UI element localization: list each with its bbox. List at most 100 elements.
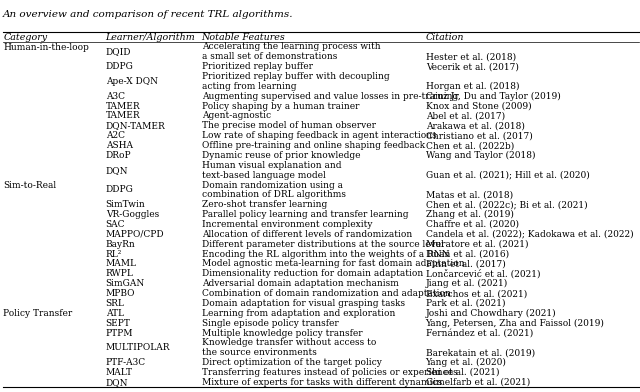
Text: MALT: MALT	[106, 368, 132, 377]
Text: Chaffre et al. (2020): Chaffre et al. (2020)	[426, 220, 518, 229]
Text: Vecerik et al. (2017): Vecerik et al. (2017)	[426, 62, 518, 71]
Text: Agent-agnostic: Agent-agnostic	[202, 111, 271, 120]
Text: An overview and comparison of recent TRL algorithms.: An overview and comparison of recent TRL…	[3, 10, 294, 19]
Text: DQID: DQID	[106, 47, 131, 56]
Text: Chen et al. (2022c); Bi et al. (2021): Chen et al. (2022c); Bi et al. (2021)	[426, 200, 588, 209]
Text: MAML: MAML	[106, 260, 136, 269]
Text: a small set of demonstrations: a small set of demonstrations	[202, 52, 337, 61]
Text: Knox and Stone (2009): Knox and Stone (2009)	[426, 102, 531, 111]
Text: Learner/Algorithm: Learner/Algorithm	[106, 33, 195, 42]
Text: Multiple knowledge policy transfer: Multiple knowledge policy transfer	[202, 328, 362, 338]
Text: Single episode policy transfer: Single episode policy transfer	[202, 319, 339, 328]
Text: Duan et al. (2016): Duan et al. (2016)	[426, 250, 509, 259]
Text: Jiang et al. (2021): Jiang et al. (2021)	[426, 279, 508, 288]
Text: Ape-X DQN: Ape-X DQN	[106, 77, 157, 86]
Text: SAC: SAC	[106, 220, 125, 229]
Text: SimGAN: SimGAN	[106, 279, 145, 288]
Text: Muratore et al. (2021): Muratore et al. (2021)	[426, 240, 528, 249]
Text: MAPPO/CPD: MAPPO/CPD	[106, 230, 164, 239]
Text: DRoP: DRoP	[106, 151, 131, 160]
Text: Joshi and Chowdhary (2021): Joshi and Chowdhary (2021)	[426, 309, 556, 318]
Text: Finn et al. (2017): Finn et al. (2017)	[426, 260, 506, 269]
Text: Combination of domain randomization and adaptation: Combination of domain randomization and …	[202, 289, 451, 298]
Text: ATL: ATL	[106, 309, 124, 318]
Text: Allocation of different levels of randomization: Allocation of different levels of random…	[202, 230, 412, 239]
Text: RWPL: RWPL	[106, 269, 134, 278]
Text: BayRn: BayRn	[106, 240, 135, 249]
Text: Abel et al. (2017): Abel et al. (2017)	[426, 111, 505, 120]
Text: Zero-shot transfer learning: Zero-shot transfer learning	[202, 200, 327, 209]
Text: DDPG: DDPG	[106, 62, 134, 71]
Text: Adversarial domain adaptation mechanism: Adversarial domain adaptation mechanism	[202, 279, 399, 288]
Text: Citation: Citation	[426, 33, 464, 42]
Text: the source environments: the source environments	[202, 348, 316, 357]
Text: TAMER: TAMER	[106, 102, 140, 111]
Text: Domain randomization using a: Domain randomization using a	[202, 181, 342, 190]
Text: Prioritized replay buffer: Prioritized replay buffer	[202, 62, 312, 71]
Text: The precise model of human observer: The precise model of human observer	[202, 122, 376, 131]
Text: Augmenting supervised and value losses in pre-training: Augmenting supervised and value losses i…	[202, 92, 458, 101]
Text: DQN-TAMER: DQN-TAMER	[106, 122, 165, 131]
Text: Sim-to-Real: Sim-to-Real	[3, 181, 56, 190]
Text: Policy Transfer: Policy Transfer	[3, 309, 72, 318]
Text: MPBO: MPBO	[106, 289, 135, 298]
Text: Accelerating the learning process with: Accelerating the learning process with	[202, 42, 380, 51]
Text: Prioritized replay buffer with decoupling: Prioritized replay buffer with decouplin…	[202, 72, 389, 81]
Text: Transferring features instead of policies or experiences: Transferring features instead of policie…	[202, 368, 458, 377]
Text: Offline pre-training and online shaping feedback: Offline pre-training and online shaping …	[202, 141, 425, 150]
Text: Shi et al. (2021): Shi et al. (2021)	[426, 368, 499, 377]
Text: SEPT: SEPT	[106, 319, 131, 328]
Text: Encoding the RL algorithm into the weights of a RNN: Encoding the RL algorithm into the weigh…	[202, 250, 449, 259]
Text: Learning from adaptation and exploration: Learning from adaptation and exploration	[202, 309, 395, 318]
Text: RL²: RL²	[106, 250, 122, 259]
Text: Candela et al. (2022); Kadokawa et al. (2022): Candela et al. (2022); Kadokawa et al. (…	[426, 230, 633, 239]
Text: Dynamic reuse of prior knowledge: Dynamic reuse of prior knowledge	[202, 151, 360, 160]
Text: PTPM: PTPM	[106, 328, 133, 338]
Text: Different parameter distributions at the source level: Different parameter distributions at the…	[202, 240, 444, 249]
Text: A3C: A3C	[106, 92, 125, 101]
Text: acting from learning: acting from learning	[202, 82, 296, 91]
Text: Guan et al. (2021); Hill et al. (2020): Guan et al. (2021); Hill et al. (2020)	[426, 171, 589, 180]
Text: Yang et al. (2020): Yang et al. (2020)	[426, 358, 506, 367]
Text: Zhang et al. (2019): Zhang et al. (2019)	[426, 210, 513, 219]
Text: Knowledge transfer without access to: Knowledge transfer without access to	[202, 338, 376, 347]
Text: combination of DRL algorithms: combination of DRL algorithms	[202, 191, 346, 200]
Text: text-based language model: text-based language model	[202, 171, 325, 180]
Text: PTF-A3C: PTF-A3C	[106, 358, 146, 367]
Text: Domain adaptation for visual grasping tasks: Domain adaptation for visual grasping ta…	[202, 299, 404, 308]
Text: Christiano et al. (2017): Christiano et al. (2017)	[426, 131, 532, 140]
Text: Category: Category	[3, 33, 47, 42]
Text: Yang, Petersen, Zha and Faissol (2019): Yang, Petersen, Zha and Faissol (2019)	[426, 319, 604, 328]
Text: MULTIPOLAR: MULTIPOLAR	[106, 343, 170, 352]
Text: Policy shaping by a human trainer: Policy shaping by a human trainer	[202, 102, 359, 111]
Text: TAMER: TAMER	[106, 111, 140, 120]
Text: Fernández et al. (2021): Fernández et al. (2021)	[426, 328, 533, 338]
Text: Lončarcеvić et al. (2021): Lončarcеvić et al. (2021)	[426, 269, 540, 279]
Text: DQN: DQN	[106, 378, 128, 387]
Text: Low rate of shaping feedback in agent interactions: Low rate of shaping feedback in agent in…	[202, 131, 436, 140]
Text: Gimelfarb et al. (2021): Gimelfarb et al. (2021)	[426, 378, 530, 387]
Text: Human-in-the-loop: Human-in-the-loop	[3, 43, 89, 52]
Text: Human visual explanation and: Human visual explanation and	[202, 161, 341, 170]
Text: DQN: DQN	[106, 166, 128, 175]
Text: Hester et al. (2018): Hester et al. (2018)	[426, 52, 516, 61]
Text: A2C: A2C	[106, 131, 125, 140]
Text: Chen et al. (2022b): Chen et al. (2022b)	[426, 141, 514, 150]
Text: Arakawa et al. (2018): Arakawa et al. (2018)	[426, 122, 524, 131]
Text: Model agnostic meta-learning for fast domain adaptation: Model agnostic meta-learning for fast do…	[202, 260, 464, 269]
Text: Dimensionality reduction for domain adaptation: Dimensionality reduction for domain adap…	[202, 269, 423, 278]
Text: Barekatain et al. (2019): Barekatain et al. (2019)	[426, 348, 535, 357]
Text: Cruz Jr, Du and Taylor (2019): Cruz Jr, Du and Taylor (2019)	[426, 92, 561, 101]
Text: Incremental environment complexity: Incremental environment complexity	[202, 220, 372, 229]
Text: DDPG: DDPG	[106, 185, 134, 194]
Text: Parallel policy learning and transfer learning: Parallel policy learning and transfer le…	[202, 210, 408, 219]
Text: VR-Goggles: VR-Goggles	[106, 210, 159, 219]
Text: ASHA: ASHA	[106, 141, 132, 150]
Text: SRL: SRL	[106, 299, 124, 308]
Text: Park et al. (2021): Park et al. (2021)	[426, 299, 505, 308]
Text: SimTwin: SimTwin	[106, 200, 145, 209]
Text: Direct optimization of the target policy: Direct optimization of the target policy	[202, 358, 381, 367]
Text: Horgan et al. (2018): Horgan et al. (2018)	[426, 82, 519, 91]
Text: Exarchos et al. (2021): Exarchos et al. (2021)	[426, 289, 527, 298]
Text: Mixture of experts for tasks with different dynamics: Mixture of experts for tasks with differ…	[202, 378, 442, 387]
